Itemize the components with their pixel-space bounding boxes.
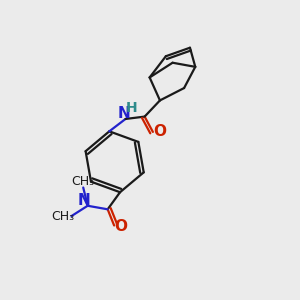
Text: O: O	[153, 124, 166, 139]
Text: H: H	[125, 101, 137, 116]
Text: CH₃: CH₃	[71, 175, 94, 188]
Text: CH₃: CH₃	[52, 210, 75, 223]
Text: N: N	[118, 106, 130, 122]
Text: N: N	[78, 193, 91, 208]
Text: O: O	[114, 219, 127, 234]
